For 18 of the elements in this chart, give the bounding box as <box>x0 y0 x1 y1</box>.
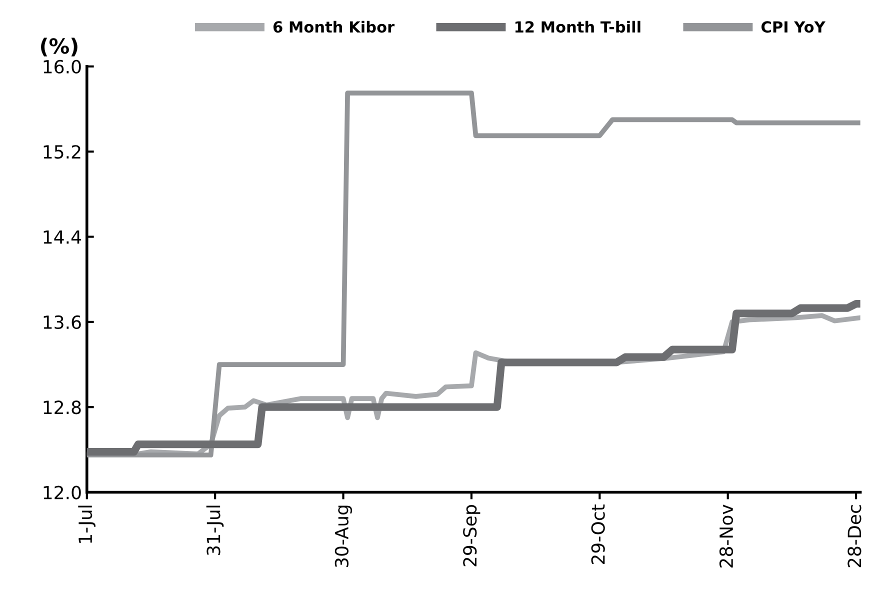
x-tick-label: 31-Jul <box>206 506 224 555</box>
y-tick-label: 13.6 <box>44 315 81 330</box>
y-tick-label: 12.0 <box>44 486 81 500</box>
x-tick-label: 30-Aug <box>334 506 352 568</box>
legend-label: 6 Month Kibor <box>273 20 395 33</box>
y-tick-label: 12.8 <box>44 400 81 414</box>
x-tick-label: 1-Jul <box>78 506 96 543</box>
y-tick-label: 14.4 <box>44 230 82 244</box>
legend-label: 12 Month T-bill <box>515 20 640 33</box>
x-tick-label: 28-Nov <box>719 504 734 568</box>
y-tick-label: 16.0 <box>44 60 81 74</box>
y-axis-title: (%) <box>41 38 78 56</box>
x-tick-label: 29-Oct <box>591 504 605 564</box>
line-series <box>86 90 860 458</box>
x-tick-label: 28-Dec <box>848 505 862 568</box>
x-tick-label: 29-Sep <box>463 505 480 566</box>
legend-label: CPI YoY <box>761 21 826 33</box>
y-tick-label: 15.2 <box>44 145 80 159</box>
